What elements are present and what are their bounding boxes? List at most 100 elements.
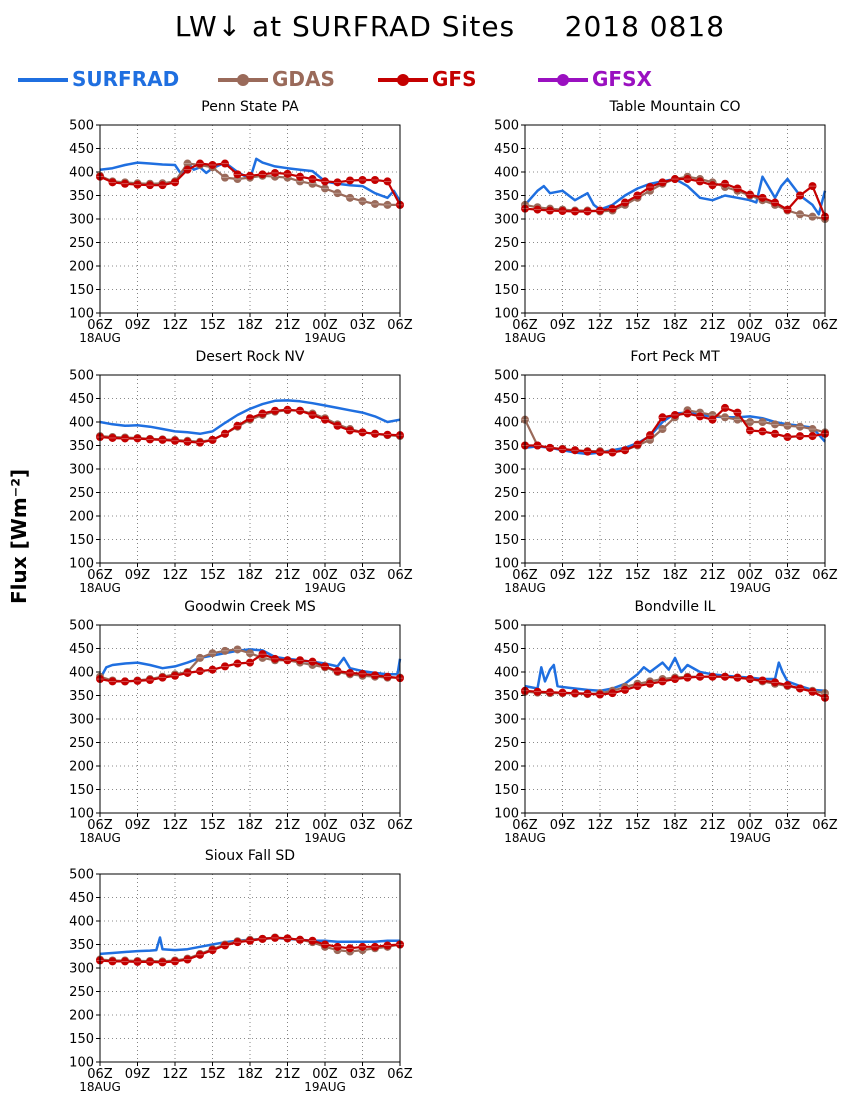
y-tick-label: 100 — [69, 1056, 94, 1071]
x-tick-label: 03Z — [775, 318, 801, 333]
x-tick-label: 12Z — [162, 318, 188, 333]
y-tick-label: 500 — [69, 119, 94, 134]
y-axis-label: Flux [Wm⁻²] — [7, 468, 31, 604]
y-tick-label: 450 — [69, 642, 94, 657]
y-tick-label: 150 — [494, 533, 519, 548]
panel-title: Penn State PA — [201, 99, 299, 115]
x-tick-label: 21Z — [275, 1067, 301, 1082]
y-tick-label: 500 — [69, 619, 94, 634]
panel-title: Desert Rock NV — [195, 349, 305, 365]
y-tick-label: 450 — [494, 142, 519, 157]
y-tick-label: 450 — [494, 642, 519, 657]
y-tick-label: 100 — [494, 307, 519, 322]
x-tick-label: 06Z — [812, 318, 838, 333]
plot-frame — [524, 624, 826, 814]
x-tick-label: 09Z — [125, 568, 151, 583]
y-tick-label: 350 — [69, 689, 94, 704]
x-tick-label: 12Z — [162, 1067, 188, 1082]
legend: SURFRAD GDAS GFS GFSX — [18, 66, 838, 96]
x-tick-label: 21Z — [275, 318, 301, 333]
y-tick-label: 300 — [69, 713, 94, 728]
chart-panel: Sioux Fall SD 100 150 200 250 300 350 400 450 500… — [50, 848, 450, 1098]
y-tick-label: 100 — [494, 807, 519, 822]
x-tick-label: 09Z — [125, 318, 151, 333]
legend-label: GFSX — [592, 67, 652, 91]
x-tick-label: 12Z — [587, 818, 613, 833]
x-tick-label: 15Z — [625, 818, 651, 833]
y-tick-label: 200 — [494, 760, 519, 775]
plot-frame — [99, 374, 401, 564]
legend-swatch — [18, 78, 68, 82]
y-tick-label: 500 — [494, 119, 519, 134]
x-tick-label: 15Z — [625, 568, 651, 583]
x-tick-label: 06Z — [87, 1067, 113, 1082]
y-tick-label: 500 — [494, 369, 519, 384]
x-tick-label: 21Z — [275, 818, 301, 833]
x-day-label: 19AUG — [304, 331, 346, 345]
y-tick-label: 300 — [69, 213, 94, 228]
panel-title: Bondville IL — [634, 599, 716, 615]
chart-panel: Table Mountain CO 100 150 200 250 300 350 400 45… — [475, 99, 850, 349]
y-tick-label: 350 — [69, 189, 94, 204]
x-day-label: 19AUG — [729, 331, 771, 345]
y-tick-label: 400 — [494, 666, 519, 681]
x-day-label: 18AUG — [79, 581, 121, 595]
x-tick-label: 12Z — [162, 818, 188, 833]
x-tick-label: 12Z — [587, 318, 613, 333]
x-tick-label: 18Z — [237, 318, 263, 333]
x-tick-label: 21Z — [700, 568, 726, 583]
y-tick-label: 200 — [69, 260, 94, 275]
y-tick-label: 250 — [69, 236, 94, 251]
y-tick-label: 100 — [69, 307, 94, 322]
panel-plot: 100 150 200 250 300 350 400 450 500 06Z 09Z 12Z 15Z 1… — [69, 619, 413, 846]
y-tick-label: 500 — [494, 619, 519, 634]
x-tick-label: 00Z — [737, 568, 763, 583]
x-day-label: 19AUG — [304, 581, 346, 595]
x-tick-label: 21Z — [700, 318, 726, 333]
y-tick-label: 250 — [494, 236, 519, 251]
panel-title: Sioux Fall SD — [204, 848, 296, 864]
y-tick-label: 400 — [69, 166, 94, 181]
x-day-label: 18AUG — [79, 831, 121, 845]
y-tick-label: 250 — [494, 736, 519, 751]
panel-plot: 100 150 200 250 300 350 400 450 500 06Z 09Z 12Z 15Z 1… — [69, 868, 413, 1095]
x-tick-label: 06Z — [87, 318, 113, 333]
x-tick-label: 00Z — [737, 318, 763, 333]
legend-label: GFS — [432, 67, 477, 91]
y-tick-label: 200 — [69, 510, 94, 525]
y-tick-label: 450 — [69, 891, 94, 906]
x-day-label: 19AUG — [729, 831, 771, 845]
panel-plot: 100 150 200 250 300 350 400 450 500 06Z 09Z 12Z 15Z 1… — [494, 619, 838, 846]
x-tick-label: 00Z — [312, 818, 338, 833]
x-day-label: 19AUG — [304, 1080, 346, 1094]
x-tick-label: 00Z — [312, 568, 338, 583]
chart-panel: Bondville IL 100 150 200 250 300 350 400 450 500 0… — [475, 599, 850, 849]
series-line-surfrad — [524, 175, 827, 216]
plot-frame — [99, 624, 401, 814]
y-tick-label: 350 — [494, 189, 519, 204]
y-tick-label: 300 — [494, 463, 519, 478]
y-tick-label: 400 — [494, 166, 519, 181]
x-tick-label: 15Z — [200, 318, 226, 333]
panel-title: Fort Peck MT — [630, 349, 720, 365]
x-tick-label: 18Z — [237, 568, 263, 583]
x-tick-label: 12Z — [162, 568, 188, 583]
y-tick-label: 400 — [69, 416, 94, 431]
panel-plot: 100 150 200 250 300 350 400 450 500 06Z 09Z 12Z 15Z 1… — [494, 119, 838, 346]
y-tick-label: 150 — [69, 1032, 94, 1047]
x-tick-label: 06Z — [87, 818, 113, 833]
panel-plot: 100 150 200 250 300 350 400 450 500 06Z 09Z 12Z 15Z 1… — [494, 369, 838, 596]
y-tick-label: 400 — [69, 915, 94, 930]
panel-plot: 100 150 200 250 300 350 400 450 500 06Z 09Z 12Z 15Z 1… — [69, 369, 413, 596]
x-tick-label: 18Z — [237, 1067, 263, 1082]
y-tick-label: 200 — [494, 260, 519, 275]
y-tick-label: 350 — [69, 439, 94, 454]
x-tick-label: 06Z — [387, 318, 413, 333]
x-tick-label: 15Z — [625, 318, 651, 333]
y-tick-label: 350 — [494, 439, 519, 454]
x-tick-label: 00Z — [312, 318, 338, 333]
x-tick-label: 15Z — [200, 818, 226, 833]
legend-swatch — [538, 74, 588, 86]
y-tick-label: 150 — [69, 283, 94, 298]
x-tick-label: 18Z — [662, 568, 688, 583]
